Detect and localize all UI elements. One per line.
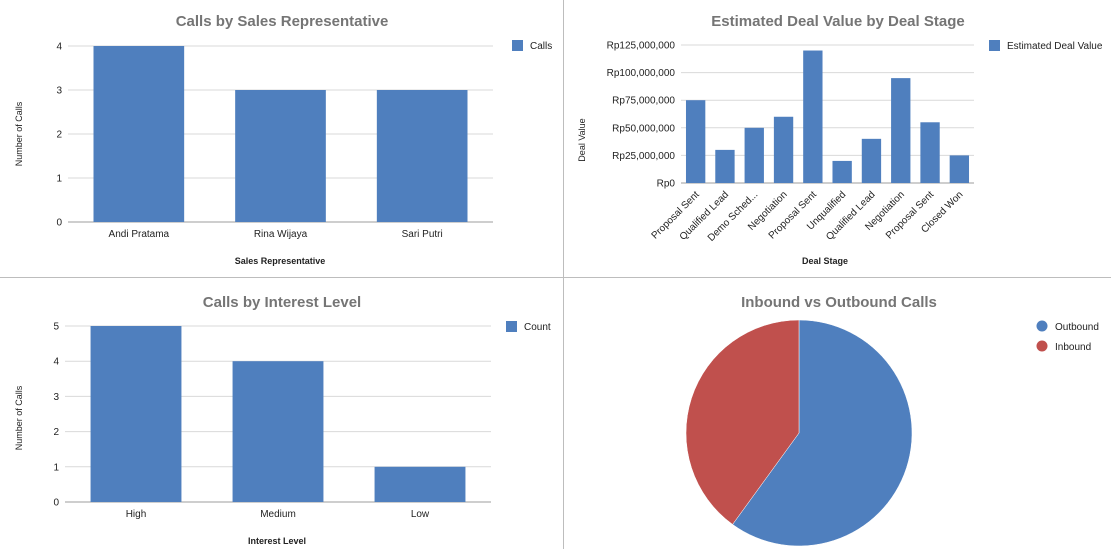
bar bbox=[920, 122, 940, 183]
y-tick-label: 1 bbox=[53, 462, 59, 473]
horizontal-divider bbox=[0, 277, 1111, 278]
bar bbox=[90, 326, 182, 502]
chart-calls-by-rep-svg: Calls by Sales Representative Sales Repr… bbox=[14, 13, 552, 266]
legend-swatch-inbound bbox=[1036, 340, 1048, 352]
chart-inbound-vs-outbound: Inbound vs Outbound Calls Outbound Inbou… bbox=[564, 278, 1111, 549]
legend: Outbound Inbound bbox=[1036, 320, 1099, 353]
y-tick-label: 4 bbox=[53, 357, 59, 368]
y-tick-label: 3 bbox=[53, 392, 59, 403]
y-axis-label: Number of Calls bbox=[14, 385, 24, 450]
y-tick-label: 2 bbox=[56, 130, 62, 141]
chart-title: Calls by Interest Level bbox=[203, 294, 361, 311]
vertical-divider bbox=[563, 0, 564, 549]
y-axis-label: Deal Value bbox=[577, 118, 587, 161]
y-axis-label: Number of Calls bbox=[14, 101, 24, 166]
bar bbox=[949, 155, 970, 183]
legend-label-outbound: Outbound bbox=[1055, 322, 1099, 333]
chart-deal-value-by-stage-svg: Estimated Deal Value by Deal Stage Deal … bbox=[577, 13, 1103, 266]
bar bbox=[744, 127, 764, 183]
y-tick-label: Rp75,000,000 bbox=[612, 96, 675, 107]
y-tick-label: 5 bbox=[53, 322, 59, 333]
x-tick-label: Rina Wijaya bbox=[254, 229, 308, 240]
y-tick-label: 3 bbox=[56, 86, 62, 97]
y-tick-label: Rp100,000,000 bbox=[607, 68, 676, 79]
y-tick-label: 2 bbox=[53, 427, 59, 438]
chart-calls-by-rep: Calls by Sales Representative Sales Repr… bbox=[0, 0, 563, 277]
x-tick-label: Andi Pratama bbox=[109, 229, 170, 240]
legend-label: Calls bbox=[530, 41, 552, 52]
bar bbox=[685, 100, 706, 183]
legend-label: Estimated Deal Value bbox=[1007, 41, 1103, 52]
x-tick-label: Medium bbox=[260, 509, 296, 520]
y-tick-label: 0 bbox=[53, 498, 59, 509]
x-axis-label: Deal Stage bbox=[802, 256, 848, 266]
legend-swatch-outbound bbox=[1036, 320, 1048, 332]
pie-slice-outbound bbox=[732, 319, 913, 547]
y-tick-label: 1 bbox=[56, 174, 62, 185]
bar bbox=[861, 138, 882, 183]
legend-swatch bbox=[512, 40, 523, 51]
chart-title: Estimated Deal Value by Deal Stage bbox=[711, 13, 964, 30]
bar bbox=[715, 149, 735, 183]
legend: Calls bbox=[512, 40, 552, 52]
legend-swatch bbox=[506, 321, 517, 332]
bar bbox=[93, 46, 185, 222]
bar bbox=[891, 78, 911, 183]
y-tick-label: Rp0 bbox=[657, 179, 676, 190]
pie-slice-inbound bbox=[685, 319, 800, 525]
x-axis-label: Interest Level bbox=[248, 536, 306, 546]
chart-title: Calls by Sales Representative bbox=[176, 13, 389, 30]
chart-calls-by-interest-svg: Calls by Interest Level Interest Level N… bbox=[14, 294, 551, 546]
bar bbox=[832, 160, 852, 183]
x-axis-label: Sales Representative bbox=[235, 256, 326, 266]
bar bbox=[773, 116, 794, 183]
bar bbox=[803, 50, 823, 183]
legend-swatch bbox=[989, 40, 1000, 51]
y-tick-label: 4 bbox=[56, 42, 62, 53]
y-tick-label: Rp125,000,000 bbox=[607, 41, 676, 52]
legend: Count bbox=[506, 321, 551, 333]
legend-label-inbound: Inbound bbox=[1055, 342, 1091, 353]
x-tick-label: High bbox=[126, 509, 147, 520]
x-tick-label: Sari Putri bbox=[402, 229, 443, 240]
chart-title: Inbound vs Outbound Calls bbox=[741, 294, 937, 311]
bar bbox=[374, 466, 466, 502]
x-tick-label: Low bbox=[411, 509, 430, 520]
bar bbox=[235, 90, 326, 222]
y-tick-label: Rp25,000,000 bbox=[612, 151, 675, 162]
y-tick-label: 0 bbox=[56, 218, 62, 229]
legend: Estimated Deal Value bbox=[989, 40, 1103, 52]
bar bbox=[376, 90, 468, 222]
chart-deal-value-by-stage: Estimated Deal Value by Deal Stage Deal … bbox=[564, 0, 1111, 277]
chart-inbound-vs-outbound-svg: Inbound vs Outbound Calls Outbound Inbou… bbox=[685, 294, 1099, 547]
legend-label: Count bbox=[524, 322, 551, 333]
chart-calls-by-interest: Calls by Interest Level Interest Level N… bbox=[0, 278, 563, 549]
y-tick-label: Rp50,000,000 bbox=[612, 123, 675, 134]
bar bbox=[232, 361, 324, 502]
